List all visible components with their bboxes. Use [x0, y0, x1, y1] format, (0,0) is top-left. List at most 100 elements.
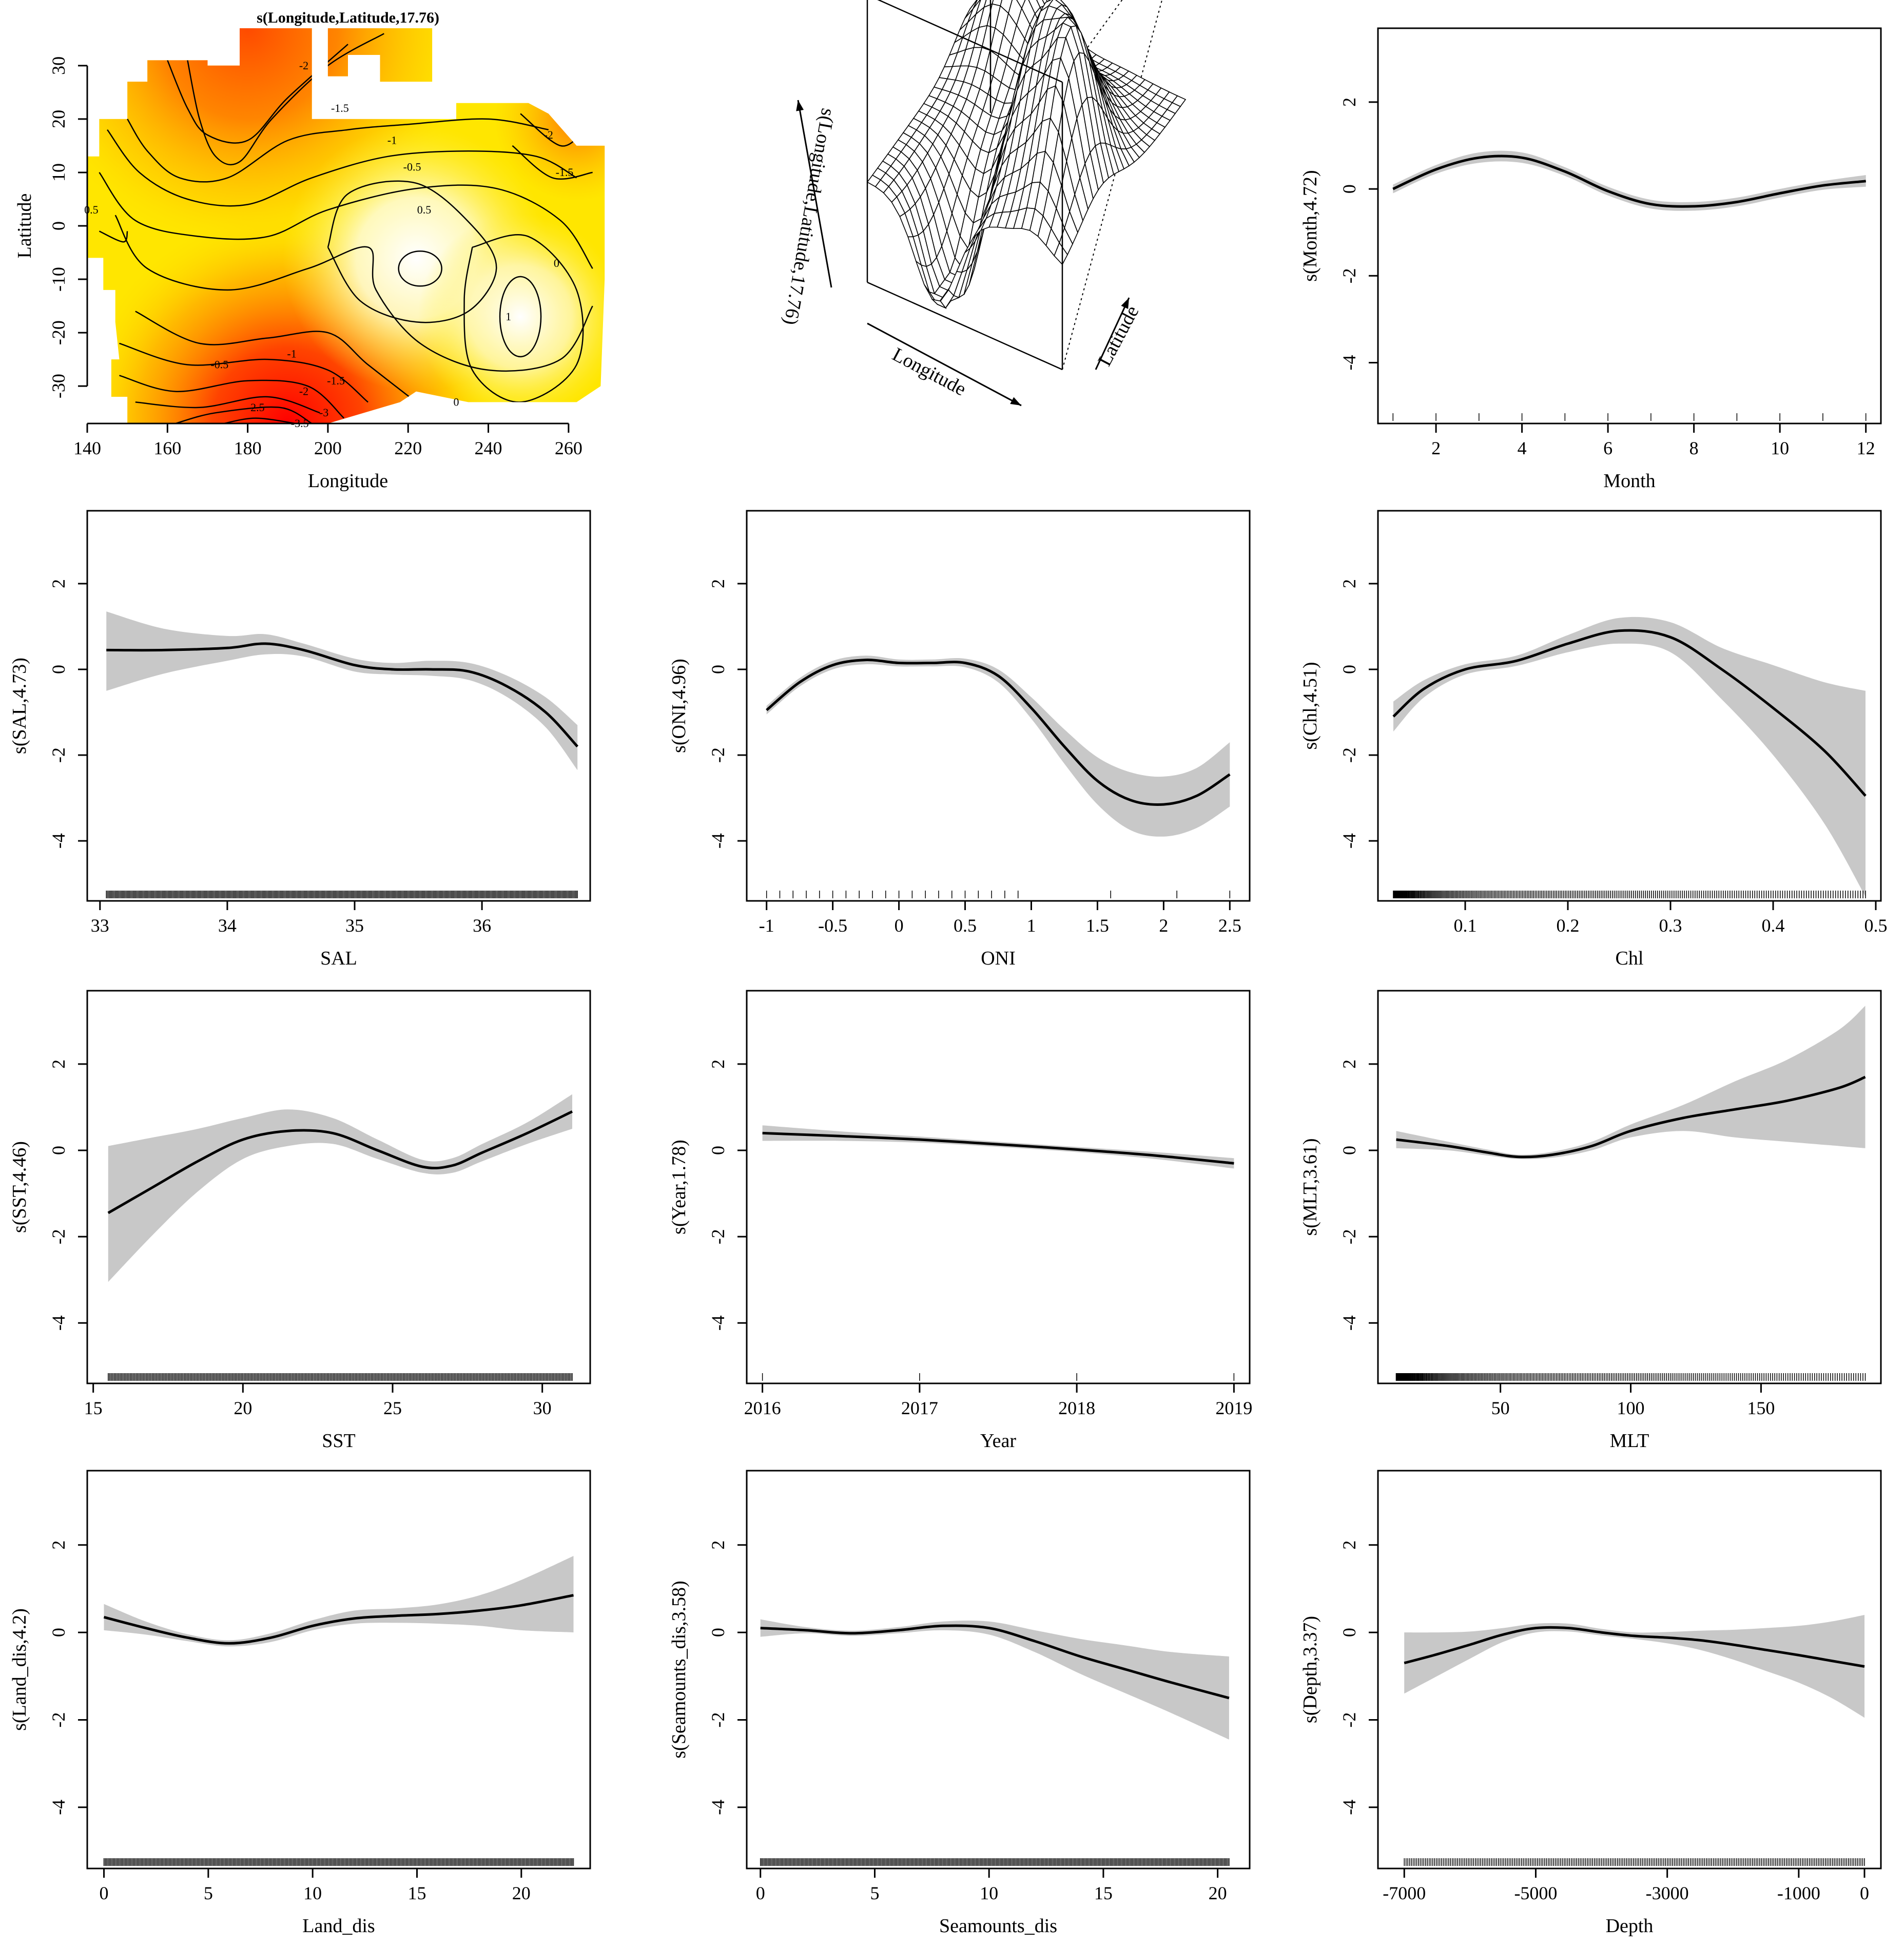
- x-tick-label: 2017: [901, 1398, 938, 1418]
- plot-frame: [1377, 27, 1882, 425]
- contour-label: -0.5: [403, 161, 421, 174]
- x-tick-label: -1: [759, 915, 774, 936]
- x-axis-label: Year: [980, 1430, 1016, 1452]
- x-tick-label: 34: [218, 915, 237, 936]
- x-tick-label: 8: [1689, 438, 1699, 458]
- y-axis-label: s(Year,1.78): [668, 1140, 690, 1235]
- x-tick-label: -0.5: [818, 915, 847, 936]
- fit-line: [1396, 1075, 1866, 1159]
- x-tick-label: 180: [234, 438, 262, 458]
- contour-loop: [463, 234, 584, 403]
- y-tick-label: -2: [1339, 1712, 1359, 1727]
- contour-line: [187, 33, 384, 166]
- x-tick-label: -5000: [1514, 1883, 1557, 1903]
- x-tick-label: 1.5: [1086, 915, 1109, 936]
- x-tick-label: 15: [1094, 1883, 1113, 1903]
- x-tick-label: 36: [473, 915, 491, 936]
- x-axis-label: SAL: [320, 948, 357, 969]
- x-axis-label: ONI: [981, 948, 1016, 969]
- x-tick-label: 10: [303, 1883, 322, 1903]
- y-tick-label: 2: [1339, 1059, 1359, 1069]
- x-axis-label: Month: [1603, 470, 1655, 492]
- x-tick-label: 0.5: [1864, 915, 1888, 936]
- x-tick-label: 100: [1617, 1398, 1645, 1418]
- fit-line: [766, 659, 1231, 806]
- x-tick-label: 1: [1026, 915, 1036, 936]
- contour-label: 1: [506, 310, 511, 323]
- y-tick-label: 0: [48, 1146, 69, 1155]
- plot-frame: [746, 990, 1251, 1384]
- x-tick-label: 0: [895, 915, 904, 936]
- x-tick-label: 12: [1857, 438, 1875, 458]
- z-axis-label: s(Longitude,Latitude,17.76): [780, 107, 839, 326]
- panel-longitude-latitude-surface: LongitudeLatitudes(Longitude,Latitude,17…: [780, 0, 1187, 407]
- y-axis-label: s(Depth,3.37): [1299, 1616, 1321, 1723]
- fit-line: [106, 642, 579, 748]
- plot-frame: [1377, 990, 1882, 1384]
- y-tick-label: -4: [708, 1315, 728, 1331]
- height-arrow-head: [796, 100, 804, 111]
- x-axis-label: Depth: [1606, 1915, 1654, 1937]
- heatmap-surface: [87, 28, 605, 423]
- y-tick-label: 0: [48, 1628, 69, 1637]
- contour-line: [512, 145, 593, 180]
- x-axis-label: Longitude: [308, 470, 388, 492]
- x-tick-label: -1000: [1777, 1883, 1820, 1903]
- x-tick-label: 2019: [1215, 1398, 1252, 1418]
- contour-line: [107, 129, 577, 207]
- panel-sst: 15 20 25 30 SST -4 -2 0 2 s(SST,4.46): [9, 990, 591, 1452]
- y-tick-label: 2: [48, 579, 69, 588]
- plot-frame: [86, 510, 591, 902]
- x-tick-label: 2016: [744, 1398, 781, 1418]
- plot-title: s(Longitude,Latitude,17.76): [257, 9, 439, 26]
- x-axis-label: MLT: [1610, 1430, 1649, 1452]
- y-tick-label: -4: [1339, 1800, 1359, 1815]
- x-tick-label: 30: [533, 1398, 552, 1418]
- y-tick-label: 0: [708, 665, 728, 674]
- x-tick-label: 6: [1603, 438, 1612, 458]
- y-tick-label: 0: [1339, 1146, 1359, 1155]
- fit-line: [762, 1131, 1234, 1165]
- x-tick-label: 0.1: [1454, 915, 1477, 936]
- y-tick-label: -4: [48, 1315, 69, 1331]
- contour-label: -2: [544, 128, 553, 141]
- contour-line: [167, 44, 348, 144]
- x-tick-label: 0.2: [1557, 915, 1580, 936]
- confidence-band: [1393, 150, 1866, 211]
- y-axis-label: s(Month,4.72): [1299, 170, 1321, 281]
- x-tick-label: 35: [345, 915, 364, 936]
- y-tick-label: 2: [1339, 98, 1359, 107]
- x-tick-label: 0: [1860, 1883, 1869, 1903]
- confidence-band: [760, 1619, 1229, 1740]
- contour-label: 0.5: [84, 203, 99, 216]
- y-axis-label: s(Seamounts_dis,3.58): [668, 1581, 690, 1758]
- high-region-east: [87, 28, 605, 423]
- y-tick-label: -2: [1339, 1229, 1359, 1244]
- y-axis-label: s(Chl,4.51): [1299, 662, 1321, 750]
- fit-line: [103, 1594, 574, 1645]
- y-axis-label: s(SST,4.46): [9, 1141, 30, 1233]
- panel-chl: 0.1 0.2 0.3 0.4 0.5 Chl -4 -2 0 2 s(Chl,4.51): [1299, 510, 1888, 969]
- y-tick-label: 2: [708, 1059, 728, 1069]
- y-axis-label: s(Land_dis,4.2): [9, 1608, 30, 1731]
- y-tick-label: -2: [48, 1229, 69, 1244]
- contour-label: 0: [454, 395, 459, 408]
- x-tick-label: 20: [1209, 1883, 1227, 1903]
- contour-label: -3: [319, 406, 328, 419]
- panel-depth: -7000 -5000 -3000 -1000 0 Depth -4 -2 0 2 s(Depth,…: [1299, 1470, 1882, 1937]
- y-tick-label: 0: [1339, 1628, 1359, 1637]
- longitude-arrow-head: [1010, 397, 1021, 406]
- x-tick-label: 150: [1747, 1398, 1775, 1418]
- x-tick-label: 20: [512, 1883, 531, 1903]
- y-tick-label: -2: [708, 747, 728, 763]
- x-tick-label: 260: [555, 438, 582, 458]
- panel-sal: 33 34 35 36 SAL -4 -2 0 2 s(SAL,4.73): [9, 510, 591, 969]
- y-tick-label: -2: [708, 1229, 728, 1244]
- x-tick-label: 5: [870, 1883, 879, 1903]
- y-tick-label: -4: [1339, 355, 1359, 371]
- y-tick-label: 2: [1339, 1540, 1359, 1550]
- y-tick-label: 0: [708, 1146, 728, 1155]
- x-axis-label: Land_dis: [302, 1915, 375, 1937]
- contour-label: -1: [387, 134, 397, 147]
- x-tick-label: 15: [84, 1398, 103, 1418]
